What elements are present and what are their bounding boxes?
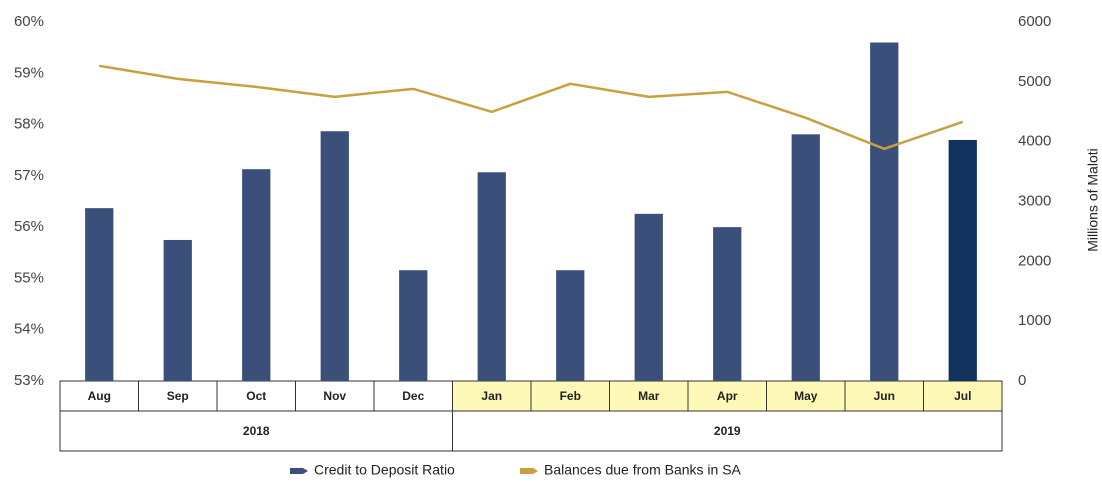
group-cell — [59, 410, 453, 452]
y-tick-label: 57% — [14, 167, 44, 184]
category-cell — [59, 380, 139, 412]
group-label: 2018 — [243, 424, 270, 438]
y2-tick-label: 0 — [1018, 372, 1026, 389]
bar — [477, 172, 506, 381]
category-cell — [530, 380, 610, 412]
y2-tick-label: 4000 — [1018, 133, 1051, 150]
x-tick-label: Aug — [88, 389, 111, 403]
x-tick-label: Oct — [246, 389, 266, 403]
y-tick-label: 59% — [14, 64, 44, 81]
y2-tick-label: 3000 — [1018, 192, 1051, 209]
category-cell — [844, 380, 924, 412]
x-tick-label: Sep — [167, 389, 189, 403]
bar — [713, 227, 742, 381]
x-tick-label: Jan — [481, 389, 502, 403]
bar — [399, 270, 428, 381]
category-cell — [687, 380, 767, 412]
legend-swatch — [290, 468, 308, 474]
y-tick-label: 55% — [14, 269, 44, 286]
x-tick-label: Dec — [402, 389, 424, 403]
group-cell — [452, 410, 1003, 452]
bar — [556, 270, 585, 381]
y2-tick-label: 5000 — [1018, 73, 1051, 90]
y2-tick-label: 2000 — [1018, 252, 1051, 269]
bar — [634, 213, 663, 381]
x-tick-label: Jun — [874, 389, 895, 403]
bar — [163, 239, 192, 381]
category-cell — [138, 380, 218, 412]
y2-tick-label: 6000 — [1018, 13, 1051, 30]
y2-axis-label: Millions of Maloti — [1085, 148, 1101, 251]
y2-tick-label: 1000 — [1018, 312, 1051, 329]
bar — [948, 139, 977, 381]
legend-swatch — [520, 468, 538, 474]
bar — [320, 131, 349, 381]
legend-label: Credit to Deposit Ratio — [314, 462, 455, 478]
y-tick-label: 60% — [14, 13, 44, 30]
bar — [870, 42, 899, 382]
legend-label: Balances due from Banks in SA — [544, 462, 742, 478]
x-tick-label: Apr — [717, 389, 738, 403]
line — [99, 64, 964, 151]
y-tick-label: 53% — [14, 372, 44, 389]
bar — [791, 134, 820, 381]
x-tick-label: Feb — [560, 389, 581, 403]
x-tick-label: Mar — [638, 389, 660, 403]
x-tick-label: Jul — [954, 389, 971, 403]
x-tick-label: Nov — [323, 389, 346, 403]
y-tick-label: 54% — [14, 321, 44, 338]
y-tick-label: 56% — [14, 218, 44, 235]
bar — [242, 169, 271, 381]
bar — [85, 208, 114, 381]
y-tick-label: 58% — [14, 116, 44, 133]
x-tick-label: May — [794, 389, 818, 403]
group-label: 2019 — [714, 424, 741, 438]
